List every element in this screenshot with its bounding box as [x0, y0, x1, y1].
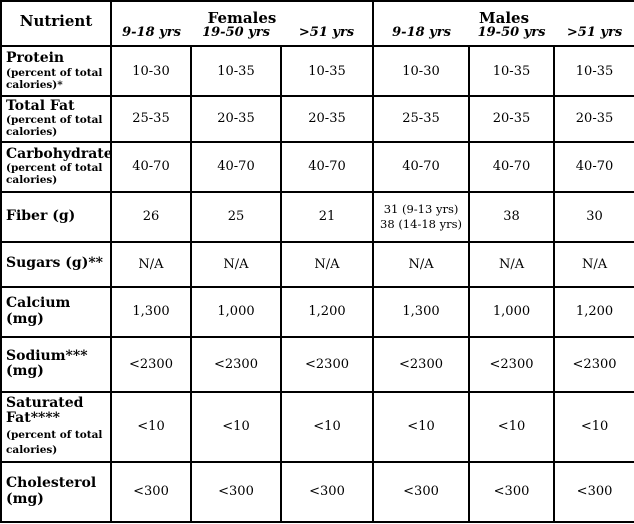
row-label-cholesterol: Cholesterol (mg) — [0, 460, 112, 523]
value-cell: <10 — [110, 390, 192, 463]
value-cell: 25-35 — [110, 95, 192, 143]
value-cell: <10 — [468, 390, 556, 463]
value-cell: 40-70 — [110, 140, 192, 193]
value-cell: <2300 — [372, 335, 471, 393]
value-cell: 10-30 — [110, 45, 192, 97]
row-label-total-fat: Total Fat (percent of total calories) — [0, 95, 112, 143]
value-cell: 25 — [190, 190, 282, 243]
row-label-carbohydrate: Carbohydrate (percent of total calories) — [0, 140, 112, 193]
value-cell: <300 — [372, 460, 471, 523]
value-cell: <2300 — [110, 335, 192, 393]
row-label-text: Sodium*** (mg) — [6, 347, 88, 380]
value-cell: <2300 — [190, 335, 282, 393]
value-cell: <300 — [190, 460, 282, 523]
table-row-calcium: Calcium (mg) 1,300 1,000 1,200 1,300 1,0… — [0, 285, 634, 338]
header-age-males-9-18: 9-18 yrs — [372, 26, 470, 47]
value-cell: 21 — [279, 190, 375, 243]
table-row-sugars: Sugars (g)** N/A N/A N/A N/A N/A N/A — [0, 240, 634, 288]
header-group-males: Males — [372, 0, 634, 26]
value-cell: 1,300 — [110, 285, 192, 338]
row-label-protein: Protein (percent of total calories)* — [0, 45, 112, 97]
header-age-row: 9-18 yrs 19-50 yrs >51 yrs 9-18 yrs 19-5… — [1, 26, 634, 47]
value-cell: 40-70 — [372, 140, 471, 193]
table-row-protein: Protein (percent of total calories)* 10-3… — [0, 45, 634, 97]
row-label-text: Total Fat — [6, 98, 75, 114]
header-group-row: Nutrient Females Males — [0, 0, 634, 47]
value-cell: 25-35 — [372, 95, 471, 143]
row-label-sodium: Sodium*** (mg) — [0, 335, 112, 393]
value-cell: 1,000 — [468, 285, 556, 338]
table-row-fiber: Fiber (g) 26 25 21 31 (9-13 yrs) 38 (14-… — [0, 190, 634, 243]
value-cell: 30 — [553, 190, 634, 243]
value-cell: 20-35 — [190, 95, 282, 143]
row-sublabel-text: (percent of total calories) — [6, 162, 103, 187]
header-age-females-51: >51 yrs — [281, 26, 374, 47]
row-label-calcium: Calcium (mg) — [0, 285, 112, 338]
value-cell: <10 — [190, 390, 282, 463]
value-cell: 40-70 — [190, 140, 282, 193]
value-cell: <10 — [553, 390, 634, 463]
value-cell: N/A — [372, 240, 471, 288]
value-cell: 10-30 — [372, 45, 471, 97]
value-cell: <2300 — [553, 335, 634, 393]
value-cell: <300 — [468, 460, 556, 523]
value-cell: 1,200 — [279, 285, 375, 338]
header-age-males-19-50: 19-50 yrs — [469, 26, 555, 47]
value-cell: N/A — [553, 240, 634, 288]
value-cell: <300 — [110, 460, 192, 523]
header-age-females-9-18: 9-18 yrs — [111, 26, 191, 47]
value-cell: <2300 — [468, 335, 556, 393]
table-row-total-fat: Total Fat (percent of total calories) 25-… — [0, 95, 634, 143]
row-sublabel-text: (percent of total calories)* — [6, 66, 103, 91]
value-cell: <2300 — [279, 335, 375, 393]
value-cell: N/A — [279, 240, 375, 288]
value-cell: <300 — [553, 460, 634, 523]
value-cell: N/A — [190, 240, 282, 288]
value-cell: 10-35 — [553, 45, 634, 97]
row-sublabel-text: (percent of total calories) — [6, 428, 103, 456]
row-label-text: Protein — [6, 50, 65, 67]
row-label-text: Calcium (mg) — [6, 295, 71, 327]
value-cell: <10 — [279, 390, 375, 463]
value-cell: 40-70 — [553, 140, 634, 193]
header-group-females: Females — [109, 0, 375, 26]
value-cell: 20-35 — [468, 95, 556, 143]
value-cell: 10-35 — [468, 45, 556, 97]
header-nutrient: Nutrient — [0, 0, 112, 47]
row-label-sugars: Sugars (g)** — [0, 240, 112, 288]
value-cell: 31 (9-13 yrs) 38 (14-18 yrs) — [372, 190, 471, 243]
value-cell: 26 — [110, 190, 192, 243]
value-cell: 10-35 — [279, 45, 375, 97]
value-cell: 1,200 — [553, 285, 634, 338]
value-cell: <10 — [372, 390, 471, 463]
value-cell: 40-70 — [279, 140, 375, 193]
value-cell: 1,300 — [372, 285, 471, 338]
value-cell: 20-35 — [553, 95, 634, 143]
value-cell: <300 — [279, 460, 375, 523]
value-cell: N/A — [468, 240, 556, 288]
value-cell: 1,000 — [190, 285, 282, 338]
value-cell: N/A — [110, 240, 192, 288]
value-cell: 38 — [468, 190, 556, 243]
value-cell: 10-35 — [190, 45, 282, 97]
table-row-saturated-fat: Saturated Fat**** (percent of total calo… — [0, 390, 634, 463]
row-label-text: Saturated Fat**** — [6, 394, 84, 427]
value-cell: 40-70 — [468, 140, 556, 193]
header-age-females-19-50: 19-50 yrs — [191, 26, 281, 47]
row-label-saturated-fat: Saturated Fat**** (percent of total calo… — [0, 390, 112, 463]
value-cell: 20-35 — [279, 95, 375, 143]
table-row-carbohydrate: Carbohydrate (percent of total calories) … — [0, 140, 634, 193]
row-label-text: Carbohydrate — [6, 145, 111, 162]
row-label-text: Fiber (g) — [6, 207, 76, 224]
row-label-text: Cholesterol (mg) — [6, 475, 97, 507]
header-age-males-51: >51 yrs — [554, 26, 634, 47]
row-sublabel-text: (percent of total calories) — [6, 114, 103, 139]
row-label-fiber: Fiber (g) — [0, 190, 112, 243]
row-label-text: Sugars (g)** — [6, 255, 103, 272]
table-row-sodium: Sodium*** (mg) <2300 <2300 <2300 <2300 <… — [0, 335, 634, 393]
table-row-cholesterol: Cholesterol (mg) <300 <300 <300 <300 <30… — [0, 460, 634, 523]
